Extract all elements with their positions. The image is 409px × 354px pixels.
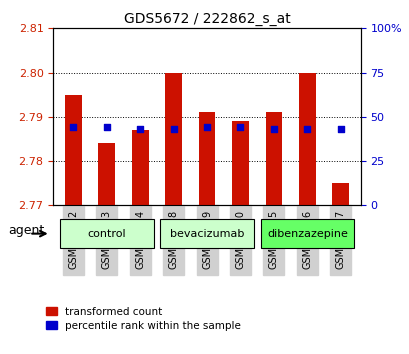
Point xyxy=(103,125,110,130)
Point xyxy=(203,125,210,130)
Point xyxy=(170,126,176,132)
Point xyxy=(337,126,343,132)
Point xyxy=(303,126,310,132)
Legend: transformed count, percentile rank within the sample: transformed count, percentile rank withi… xyxy=(46,307,240,331)
FancyBboxPatch shape xyxy=(260,219,353,248)
Point xyxy=(237,125,243,130)
FancyBboxPatch shape xyxy=(60,219,153,248)
Bar xyxy=(231,121,248,205)
Point xyxy=(137,126,143,132)
Bar xyxy=(65,95,81,205)
Text: agent: agent xyxy=(8,224,44,237)
Bar xyxy=(98,143,115,205)
Text: control: control xyxy=(87,229,126,239)
FancyBboxPatch shape xyxy=(160,219,253,248)
Bar xyxy=(198,113,215,205)
Bar xyxy=(132,130,148,205)
Bar xyxy=(265,113,281,205)
Text: bevacizumab: bevacizumab xyxy=(169,229,244,239)
Point xyxy=(270,126,276,132)
Point xyxy=(70,125,76,130)
Bar xyxy=(298,73,315,205)
Title: GDS5672 / 222862_s_at: GDS5672 / 222862_s_at xyxy=(124,12,290,26)
Text: dibenzazepine: dibenzazepine xyxy=(266,229,347,239)
Bar xyxy=(332,183,348,205)
Bar xyxy=(165,73,182,205)
